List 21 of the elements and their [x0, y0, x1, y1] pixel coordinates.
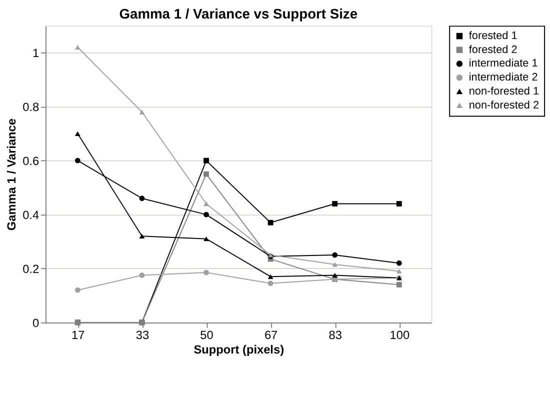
legend-label: non-forested 1 [468, 85, 540, 98]
chart-title: Gamma 1 / Variance vs Support Size [119, 5, 358, 22]
y-tick-label: 0.2 [22, 262, 40, 276]
legend-label: intermediate 1 [468, 58, 538, 70]
y-tick-label: 0.4 [22, 208, 40, 222]
legend-label: intermediate 2 [468, 72, 538, 84]
y-tick-label: 0.6 [22, 154, 40, 168]
legend-label: non-forested 2 [468, 99, 540, 112]
x-tick-label: 67 [264, 328, 278, 342]
y-tick-label: 1 [32, 46, 40, 60]
y-tick-label: 0.8 [22, 100, 40, 114]
x-tick-label: 100 [390, 328, 410, 342]
x-tick-label: 17 [72, 328, 85, 342]
x-tick-label: 33 [136, 328, 150, 342]
y-tick-label: 0 [32, 316, 40, 330]
y-axis-title: Gamma 1 / Variance [4, 118, 19, 231]
x-tick-label: 50 [200, 328, 214, 342]
legend-label: forested 1 [468, 30, 518, 42]
x-axis-title: Support (pixels) [194, 342, 284, 357]
legend-label: forested 2 [468, 44, 518, 56]
x-tick-label: 83 [328, 328, 342, 342]
